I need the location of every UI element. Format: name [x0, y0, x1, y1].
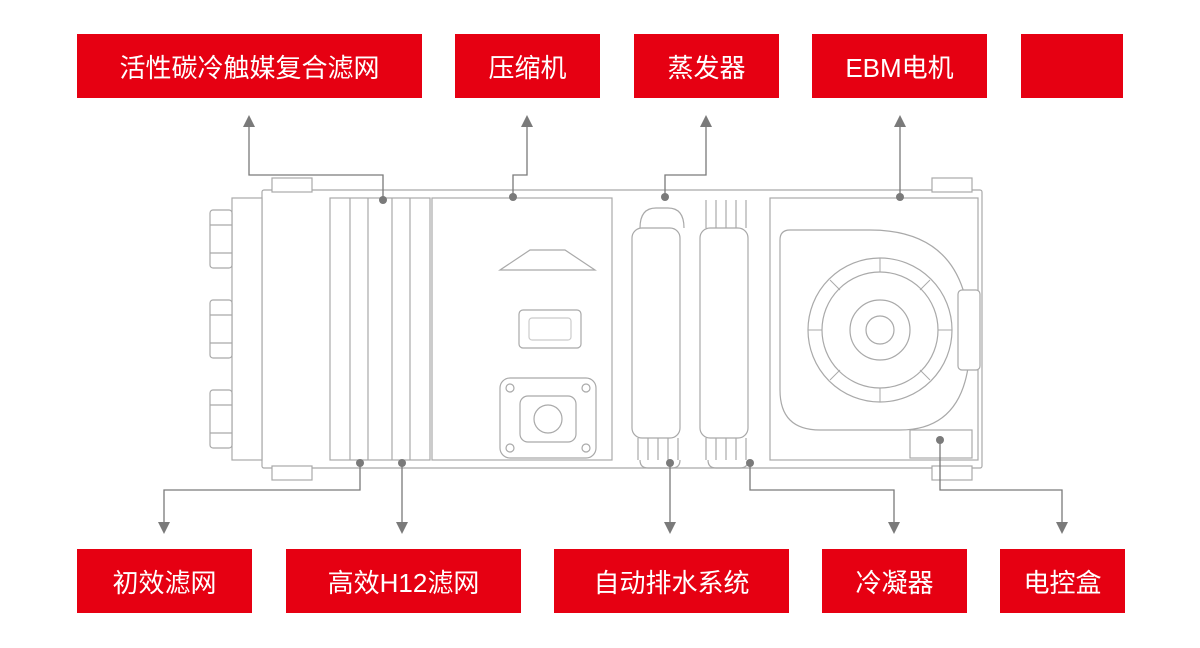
filter-slots	[330, 198, 430, 460]
device-drawing	[210, 178, 982, 480]
inlet-ports	[210, 210, 232, 448]
